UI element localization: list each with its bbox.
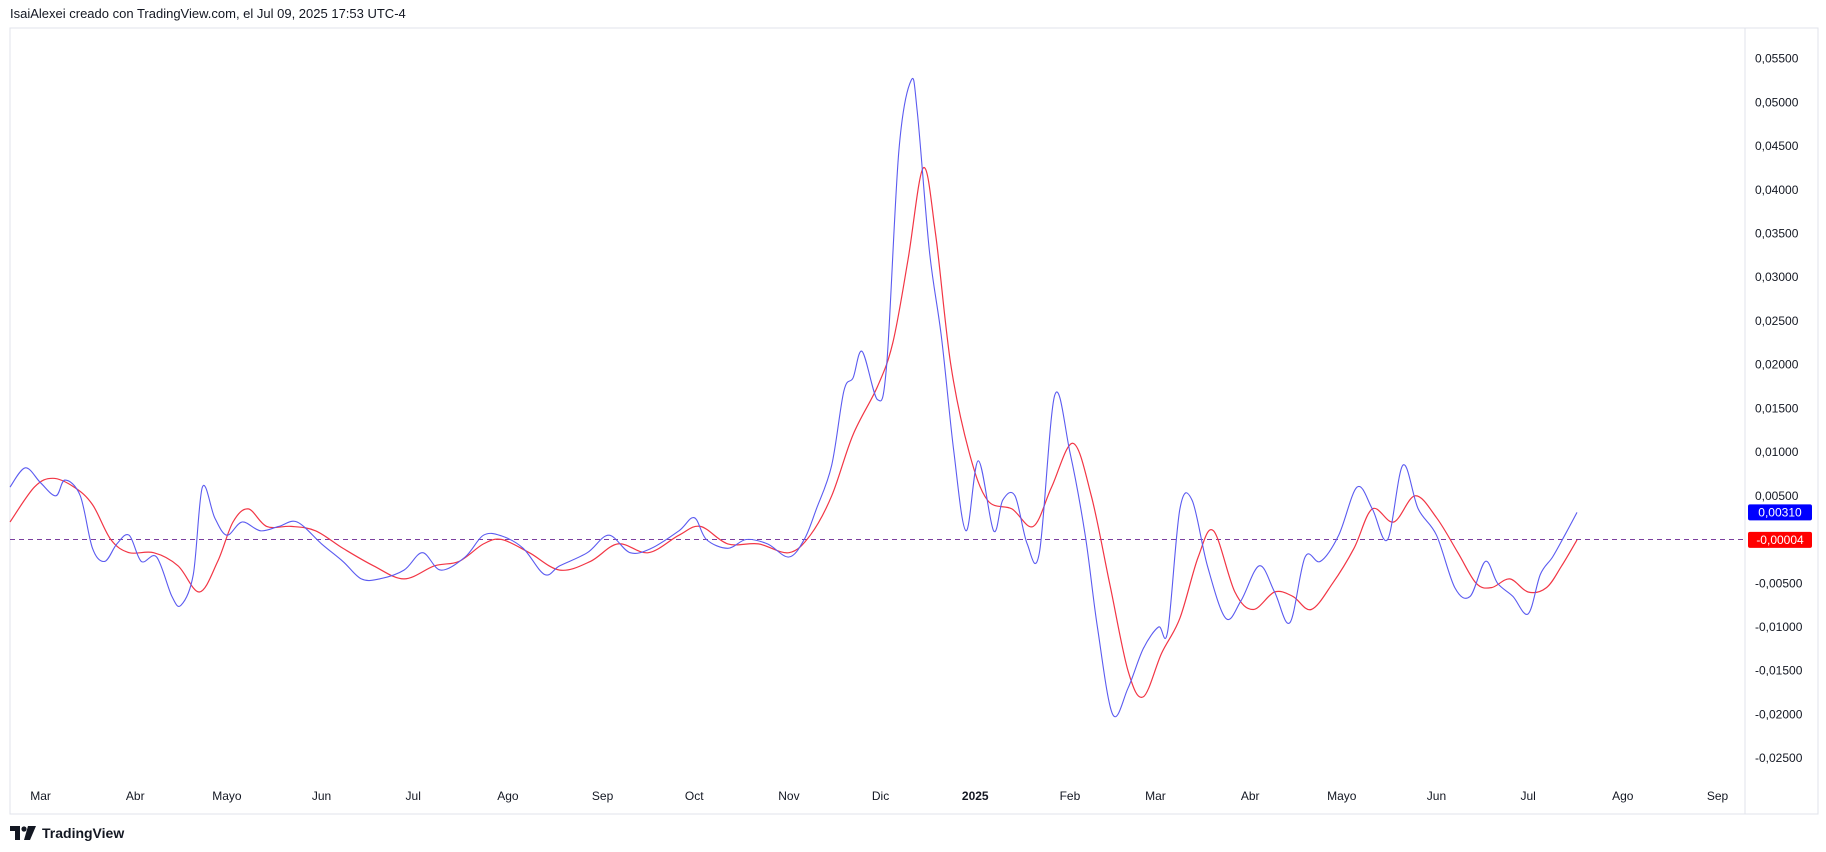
badge-background [1748,504,1812,521]
y-axis: 0,05500 0,05000 0,04500 0,04000 0,03500 0,030… [1755,52,1803,766]
x-tick-label: Jul [406,789,421,803]
y-tick-label: -0,00500 [1755,576,1803,590]
chart-caption: IsaiAlexei creado con TradingView.com, e… [10,6,406,21]
x-tick-label: Ago [1612,789,1634,803]
x-tick-label: Mar [1145,789,1166,803]
tradingview-logo-icon [10,826,36,840]
y-tick-label: 0,02500 [1755,314,1799,328]
x-tick-label: Mayo [1327,789,1357,803]
x-tick-label: Nov [778,789,799,803]
x-tick-label: Dic [872,789,889,803]
series-red-line [9,167,1578,698]
x-tick-label: Feb [1060,789,1081,803]
y-tick-label: 0,03500 [1755,226,1799,240]
y-tick-label: -0,01500 [1755,664,1803,678]
badge-label: 0,00310 [1758,505,1802,519]
y-tick-label: 0,01000 [1755,445,1799,459]
x-tick-label: Mayo [212,789,242,803]
footer-brand[interactable]: TradingView [10,825,124,841]
y-tick-label: 0,00500 [1755,489,1799,503]
y-tick-label: -0,02000 [1755,707,1803,721]
x-tick-label: Jul [1520,789,1535,803]
x-tick-label: Sep [1707,789,1729,803]
x-tick-label: Jun [312,789,331,803]
x-tick-label: Jun [1427,789,1446,803]
badge-background [1748,531,1812,548]
y-tick-label: 0,02000 [1755,358,1799,372]
y-tick-label: 0,01500 [1755,401,1799,415]
plot-frame [9,27,1819,815]
y-tick-label: 0,05000 [1755,95,1799,109]
indicator-chart[interactable]: 0,05500 0,05000 0,04500 0,04000 0,03500 0,030… [0,0,1826,820]
last-value-badge-red: -0,00004 [1748,531,1812,548]
x-tick-label: Oct [685,789,704,803]
x-tick-label: Abr [1241,789,1260,803]
badge-label: -0,00004 [1756,533,1804,547]
footer-brand-name: TradingView [42,825,125,841]
series-blue-line [9,77,1578,718]
last-value-badges: 0,00310 -0,00004 [1748,504,1812,548]
x-tick-label: Abr [126,789,145,803]
y-tick-label: 0,04000 [1755,183,1799,197]
x-tick-label: Mar [30,789,51,803]
x-tick-label: 2025 [962,789,989,803]
y-tick-label: 0,03000 [1755,270,1799,284]
x-tick-label: Sep [592,789,614,803]
y-tick-label: -0,02500 [1755,751,1803,765]
y-tick-label: 0,05500 [1755,52,1799,66]
x-axis: Mar Abr Mayo Jun Jul Ago Sep Oct Nov Dic 2025 Feb Ma… [30,789,1728,803]
x-tick-label: Ago [497,789,519,803]
last-value-badge-blue: 0,00310 [1748,504,1812,521]
y-tick-label: 0,04500 [1755,139,1799,153]
y-tick-label: -0,01000 [1755,620,1803,634]
